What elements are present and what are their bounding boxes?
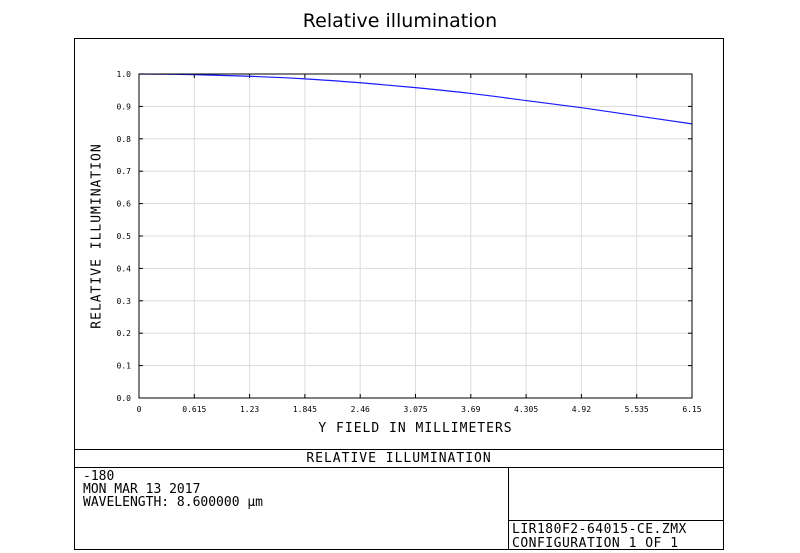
footer-file-info: LIR180F2-64015-CE.ZMX CONFIGURATION 1 OF … [512, 523, 687, 551]
y-tick-label: 0.1 [117, 362, 132, 371]
series-line [138, 73, 693, 125]
footer-line-1: -180 [83, 469, 115, 484]
y-tick-label: 0.8 [117, 135, 132, 144]
x-tick-label: 3.075 [403, 405, 427, 414]
y-tick-label: 0.3 [117, 297, 132, 306]
x-tick-label: 2.46 [351, 405, 370, 414]
x-axis-label: Y FIELD IN MILLIMETERS [318, 421, 513, 436]
x-tick-label: 1.845 [293, 405, 317, 414]
footer-line-2: MON MAR 13 2017 [83, 482, 201, 497]
y-tick-label: 0.2 [117, 329, 132, 338]
tick-labels: 0 0.615 1.23 1.845 2.46 3.075 3.69 4.305 4.92 5.5… [117, 70, 702, 414]
x-tick-label: 5.535 [625, 405, 649, 414]
footer-configuration: CONFIGURATION 1 OF 1 [512, 536, 679, 551]
y-tick-label: 0.9 [117, 102, 132, 111]
footer-line-3: WAVELENGTH: 8.600000 µm [83, 495, 264, 510]
footer-title-divider [74, 467, 724, 468]
x-tick-label: 1.23 [240, 405, 259, 414]
y-tick-label: 0.4 [117, 264, 132, 273]
x-tick-label: 4.305 [514, 405, 538, 414]
footer-top-divider [74, 449, 724, 450]
x-tick-label: 3.69 [461, 405, 480, 414]
footer-info: -180 MON MAR 13 2017 WAVELENGTH: 8.600000 … [83, 470, 263, 509]
footer-vertical-divider [508, 467, 509, 550]
plot-frame [74, 38, 724, 550]
grid-lines [138, 73, 693, 399]
x-tick-label: 0.615 [182, 405, 206, 414]
y-tick-label: 0.0 [117, 394, 132, 403]
y-tick-label: 0.6 [117, 200, 132, 209]
series-lines [138, 73, 693, 125]
x-tick-label: 4.92 [572, 405, 591, 414]
plot-area-border [138, 73, 693, 399]
footer-file-name: LIR180F2-64015-CE.ZMX [512, 522, 687, 537]
y-tick-label: 0.5 [117, 232, 132, 241]
footer-title: RELATIVE ILLUMINATION [306, 451, 492, 466]
footer-file-divider [508, 520, 724, 521]
x-tick-label: 0 [137, 405, 142, 414]
page-title: Relative illumination [302, 10, 498, 32]
y-tick-label: 1.0 [117, 70, 132, 79]
x-tick-label: 6.15 [682, 405, 701, 414]
y-axis-label: RELATIVE ILLUMINATION [89, 143, 105, 329]
y-tick-label: 0.7 [117, 167, 132, 176]
